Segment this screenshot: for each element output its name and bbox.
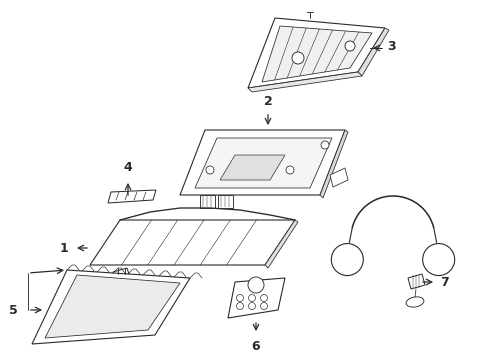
Polygon shape [264, 220, 297, 268]
Polygon shape [218, 195, 232, 208]
Polygon shape [220, 155, 285, 180]
Polygon shape [108, 190, 156, 203]
Circle shape [331, 244, 363, 275]
Polygon shape [262, 26, 371, 82]
Text: 6: 6 [251, 340, 260, 353]
Text: 7: 7 [439, 275, 448, 288]
Polygon shape [90, 220, 294, 265]
Circle shape [260, 302, 267, 310]
Polygon shape [247, 18, 384, 88]
Polygon shape [45, 275, 180, 338]
Text: 3: 3 [386, 40, 395, 54]
Circle shape [236, 302, 243, 310]
Text: 4: 4 [123, 161, 132, 174]
Circle shape [236, 294, 243, 302]
Polygon shape [319, 130, 347, 198]
Circle shape [422, 244, 454, 275]
Polygon shape [247, 72, 361, 92]
Circle shape [248, 302, 255, 310]
Polygon shape [357, 28, 388, 76]
Polygon shape [407, 274, 424, 289]
Text: 2: 2 [263, 95, 272, 108]
Polygon shape [200, 195, 215, 208]
Ellipse shape [405, 297, 423, 307]
Circle shape [248, 294, 255, 302]
Polygon shape [329, 168, 347, 187]
Text: 1: 1 [59, 242, 68, 255]
Text: 5: 5 [9, 303, 18, 316]
Circle shape [247, 277, 264, 293]
Polygon shape [227, 278, 285, 318]
Circle shape [260, 294, 267, 302]
Polygon shape [180, 130, 345, 195]
Polygon shape [32, 270, 190, 344]
Polygon shape [195, 138, 331, 188]
Polygon shape [113, 268, 131, 284]
Circle shape [285, 166, 293, 174]
Circle shape [205, 166, 214, 174]
Circle shape [291, 52, 304, 64]
Circle shape [345, 41, 354, 51]
Circle shape [320, 141, 328, 149]
